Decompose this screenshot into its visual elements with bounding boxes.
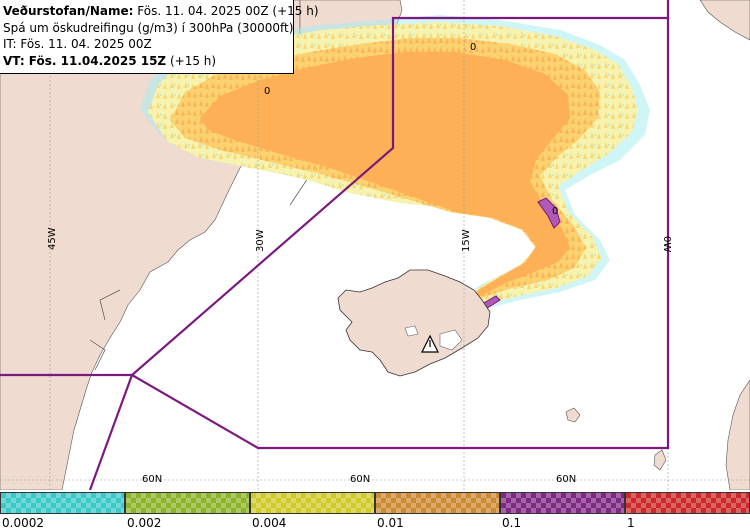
header-line-name: Veðurstofan/Name: Fös. 11. 04. 2025 00Z … [3,3,319,20]
northeast-landmass [699,0,750,41]
header-line-valid-time: VT: Fös. 11.04.2025 15Z (+15 h) [3,53,293,70]
latitude-label-60n: 60N [350,474,370,485]
legend-swatch [0,492,125,514]
legend-tick-label: 0.01 [377,516,404,530]
forecast-info-box: Veðurstofan/Name: Fös. 11. 04. 2025 00Z … [0,0,319,74]
legend-swatch [500,492,625,514]
longitude-label-30w: 30W [255,229,266,252]
legend-swatch [625,492,750,514]
header-name-label: Veðurstofan/Name: [3,4,134,18]
volcano-warning-icon[interactable] [421,334,439,353]
legend-tick-label: 0.004 [252,516,287,530]
map-canvas[interactable]: 0 0 0 45W 30W 15W 0W 60N 60N 60N [0,0,750,490]
contour-label: 0 [470,42,476,53]
faroe-islands [565,407,581,423]
legend-swatch [250,492,375,514]
legend-swatch [375,492,500,514]
contour-label: 0 [264,86,270,97]
legend-tick-label: 0.1 [502,516,522,530]
longitude-label-15w: 15W [461,229,472,252]
header-line-product: Spá um öskudreifingu (g/m3) í 300hPa (30… [3,20,294,35]
longitude-label-45w: 45W [47,227,58,250]
legend-tick-label: 0.002 [127,516,162,530]
longitude-label-0w: 0W [661,236,672,252]
header-valid-value: (+15 h) [169,53,217,68]
header-name-value: Fös. 11. 04. 2025 00Z (+15 h) [137,4,319,18]
legend-swatch [125,492,250,514]
latitude-label-60n: 60N [142,474,162,485]
iceland-glacier-2 [404,325,419,337]
norway-coast [725,379,750,490]
legend-tick-label: 0.0002 [2,516,44,530]
header-valid-label: VT: Fös. 11.04.2025 15Z [3,53,167,68]
ash-cloud-peak-east [537,197,561,229]
legend-tick-label: 1 [627,516,635,530]
latitude-label-60n: 60N [556,474,576,485]
shetland-islands [653,449,667,471]
ash-cloud-high [200,52,570,298]
contour-label: 0 [552,206,558,217]
concentration-legend: 0.0002 0.002 0.004 0.01 0.1 1 [0,492,750,532]
iceland-glacier [439,329,463,351]
header-line-initial-time: IT: Fös. 11. 04. 2025 00Z [3,37,152,51]
